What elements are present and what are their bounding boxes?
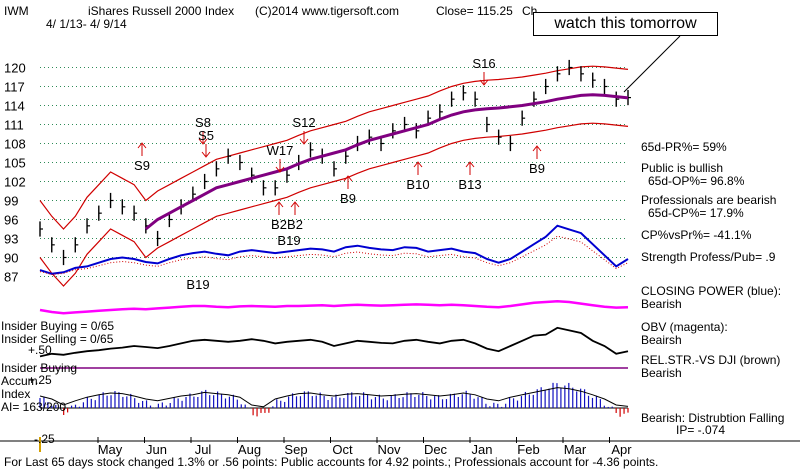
ip-readout: IP= -.074 bbox=[676, 423, 726, 437]
month-label: Nov bbox=[377, 442, 401, 457]
insider-buying-count: Insider Buying = 0/65 bbox=[1, 319, 115, 333]
signal-label: B13 bbox=[458, 177, 481, 192]
signal-label: B2 bbox=[287, 217, 303, 232]
relstr-status: Bearish bbox=[641, 366, 682, 380]
signal-arrowhead bbox=[198, 138, 208, 145]
closing-power-label: CLOSING POWER (blue): bbox=[641, 284, 782, 298]
y-tick-label: 120 bbox=[4, 61, 26, 76]
accum-ma-line bbox=[39, 387, 629, 408]
accum-histogram bbox=[39, 382, 629, 417]
month-label: Feb bbox=[517, 442, 539, 457]
insider-buying-label: Insider Buying bbox=[1, 361, 78, 375]
signal-arrowhead bbox=[413, 161, 423, 168]
footer-summary: For Last 65 days stock changed 1.3% or .… bbox=[4, 455, 659, 469]
signal-label: W17 bbox=[267, 143, 294, 158]
y-tick-label: 96 bbox=[4, 213, 18, 228]
closing-power-ma bbox=[39, 235, 629, 276]
signal-arrowhead bbox=[290, 201, 300, 208]
index-label: Index bbox=[1, 387, 31, 401]
chart-title: iShares Russell 2000 Index bbox=[88, 4, 235, 18]
signal-label: S8 bbox=[195, 115, 211, 130]
obv-label: OBV (magenta): bbox=[641, 320, 728, 334]
signal-label: S16 bbox=[472, 56, 495, 71]
op-readout: 65d-OP%= 96.8% bbox=[648, 174, 745, 188]
y-tick-label: 105 bbox=[4, 156, 26, 171]
signal-arrowhead bbox=[274, 201, 284, 208]
month-label: Jul bbox=[195, 442, 212, 457]
tick-plus25: +.25 bbox=[28, 373, 52, 387]
obv-status: Beairsh bbox=[641, 333, 682, 347]
y-tick-label: 99 bbox=[4, 194, 18, 209]
y-tick-label: 117 bbox=[4, 80, 25, 95]
ai-status: Bearish: Distrubtion Falling bbox=[641, 411, 785, 425]
public-bullish: Public is bullish bbox=[641, 161, 724, 175]
obv-line bbox=[39, 299, 629, 315]
accum-label: Accum bbox=[1, 374, 38, 388]
moving-average-line bbox=[144, 93, 629, 231]
signal-label: B9 bbox=[340, 191, 356, 206]
tick-minus25: -.25 bbox=[34, 432, 55, 446]
pr-readout: 65d-PR%= 59% bbox=[641, 140, 727, 154]
month-label: Oct bbox=[332, 442, 353, 457]
y-tick-label: 114 bbox=[4, 99, 25, 114]
signal-label: B19 bbox=[186, 277, 209, 292]
watch-callout: watch this tomorrow bbox=[533, 12, 718, 36]
month-label: Aug bbox=[238, 442, 261, 457]
month-label: Jun bbox=[146, 442, 167, 457]
signal-label: S5 bbox=[198, 128, 214, 143]
cp-readout: 65d-CP%= 17.9% bbox=[648, 206, 744, 220]
signal-arrowhead bbox=[343, 175, 353, 182]
signal-arrowhead bbox=[275, 166, 285, 173]
callout-pointer bbox=[623, 35, 681, 93]
strength-ratio: Strength Profess/Pub= .9 bbox=[641, 250, 776, 264]
signal-arrowhead bbox=[137, 142, 147, 149]
copyright-text: (C)2014 www.tigersoft.com bbox=[255, 4, 400, 18]
relstr-label: REL.STR.-VS DJI (brown) bbox=[641, 353, 781, 367]
month-label: Dec bbox=[424, 442, 448, 457]
upper-band-line bbox=[39, 65, 629, 230]
signal-label: B9 bbox=[529, 161, 545, 176]
month-label: Jan bbox=[472, 442, 493, 457]
date-range: 4/ 1/13- 4/ 9/14 bbox=[46, 17, 127, 31]
relative-strength-line bbox=[39, 326, 629, 358]
month-label: May bbox=[98, 442, 123, 457]
lower-band-line bbox=[39, 122, 629, 287]
signal-arrowhead bbox=[465, 161, 475, 168]
y-tick-label: 93 bbox=[4, 232, 18, 247]
ai-readout: AI= 163/200 bbox=[1, 400, 67, 414]
y-tick-label: 108 bbox=[4, 137, 26, 152]
tick-plus50: +.50 bbox=[28, 343, 52, 357]
signal-arrowhead bbox=[532, 145, 542, 152]
signal-arrowhead bbox=[201, 151, 211, 158]
signal-label: B2 bbox=[271, 217, 287, 232]
y-tick-label: 111 bbox=[4, 118, 24, 133]
closing-power-line bbox=[39, 224, 629, 275]
signal-label: S12 bbox=[292, 115, 315, 130]
signal-label: S9 bbox=[134, 158, 150, 173]
signal-arrowhead bbox=[479, 79, 489, 86]
y-tick-label: 102 bbox=[4, 175, 26, 190]
closing-power-status: Bearish bbox=[641, 297, 682, 311]
y-tick-label: 87 bbox=[4, 270, 18, 285]
month-label: Mar bbox=[564, 442, 587, 457]
price-bars bbox=[39, 59, 631, 266]
signal-label: B19 bbox=[277, 233, 300, 248]
signal-label: B10 bbox=[406, 177, 429, 192]
month-label: Sep bbox=[284, 442, 307, 457]
prof-bearish: Professionals are bearish bbox=[641, 193, 777, 207]
y-tick-label: 90 bbox=[4, 251, 18, 266]
close-value: Close= 115.25 bbox=[436, 4, 513, 18]
ticker-label: IWM bbox=[4, 4, 29, 18]
cp-vs-pr: CP%vsPr%= -41.1% bbox=[641, 228, 752, 242]
insider-selling-count: Insider Selling = 0/65 bbox=[1, 332, 114, 346]
month-label: Apr bbox=[611, 442, 632, 457]
signal-arrowhead bbox=[299, 138, 309, 145]
